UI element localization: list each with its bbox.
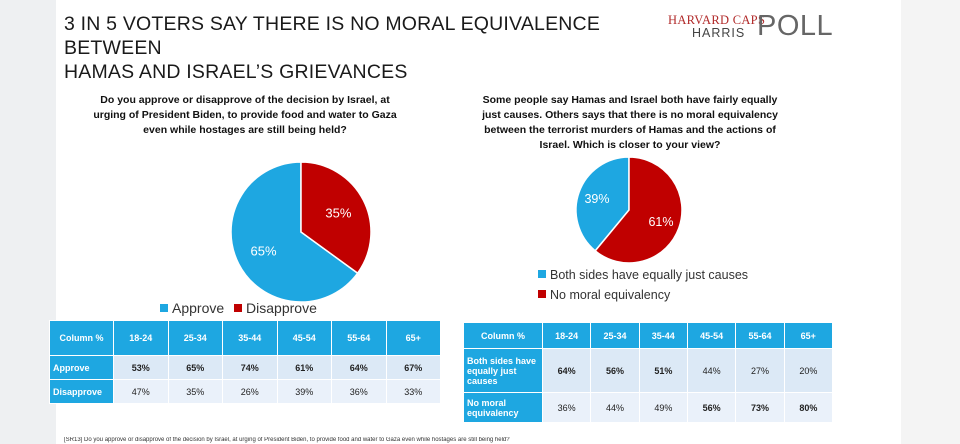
pie-slice-approve [230,161,359,303]
legend-swatch-red [234,304,243,312]
row-label: No moral equivalency [463,392,543,423]
data-label: 61% [648,215,673,229]
legend-item-both-sides: Both sides have equally just causes [538,268,748,282]
pie-slice-no-moral-equivalency [594,156,683,264]
legend-item-disapprove: Disapprove [234,300,317,316]
table-cell: 39% [276,379,332,404]
table-cell: 44% [686,348,737,393]
legend-pie-1: Approve Disapprove [160,300,410,316]
table-cell: 49% [638,392,688,423]
column-header: 18-24 [541,322,592,349]
column-header: Column % [463,322,543,349]
legend-label: No moral equivalency [550,288,671,302]
column-header: 45-54 [686,322,737,349]
table-row: Disapprove 47% 35% 26% 39% 36% 33% [49,379,441,404]
pie-slice-both-sides-have-equally-just-causes [575,156,630,252]
table-cell: 53% [113,355,169,380]
column-header: 35-44 [638,322,688,349]
column-header: 18-24 [113,320,169,356]
table-cell: 56% [590,348,640,393]
legend-item-approve: Approve [160,300,224,316]
table-row: Both sides have equally just causes 64% … [463,348,834,393]
table-cell: 64% [331,355,387,380]
logo-line-1: HARVARD CAPS [668,13,766,27]
table-cell: 44% [590,392,640,423]
logo-line-2: HARRIS [692,26,746,40]
table-row: No moral equivalency 36% 44% 49% 56% 73%… [463,392,834,423]
crosstab-table-moral-equivalence: Column % 18-24 25-34 35-44 45-54 55-64 6… [463,322,834,423]
legend-item-no-moral-equivalency: No moral equivalency [538,288,748,302]
question-1: Do you approve or disapprove of the deci… [93,94,397,136]
legend-pie-2: Both sides have equally just causes No m… [538,268,748,308]
table-cell: 73% [735,392,785,423]
table-cell: 67% [385,355,441,380]
legend-swatch-red [538,290,546,298]
row-label: Approve [49,355,114,380]
column-header: 25-34 [590,322,640,349]
harvard-caps-harris-poll-logo: HARVARD CAPS HARRIS POLL [664,12,834,44]
legend-swatch-blue [160,304,168,312]
title-line-1: 3 IN 5 VOTERS SAY THERE IS NO MORAL EQUI… [64,13,601,59]
table-cell: 26% [222,379,278,404]
logo-line-3: POLL [757,10,834,42]
pie-chart-moral-equivalence: 39% 61% [575,156,683,264]
column-header: 45-54 [276,320,332,356]
title-line-2: HAMAS AND ISRAEL’S GRIEVANCES [64,61,408,83]
data-label: 65% [251,244,277,259]
footnote: [SR13] Do you approve or disapprove of t… [64,437,510,443]
column-header: Column % [49,320,114,356]
row-label: Disapprove [49,379,114,404]
column-header: 55-64 [735,322,785,349]
crosstab-table-approve: Column % 18-24 25-34 35-44 45-54 55-64 6… [49,320,441,404]
column-header: 65+ [385,320,441,356]
table-cell: 36% [541,392,592,423]
legend-label: Both sides have equally just causes [550,268,749,282]
pie-slice-disapprove [300,161,372,275]
pie-chart-approve: 65% 35% [230,161,372,303]
table-cell: 64% [541,348,592,393]
table-cell: 35% [167,379,223,404]
column-header: 65+ [783,322,834,349]
table-cell: 33% [385,379,441,404]
table-cell: 61% [276,355,332,380]
table-header-row: Column % 18-24 25-34 35-44 45-54 55-64 6… [49,320,441,356]
data-label: 35% [325,205,351,220]
table-cell: 47% [113,379,169,404]
table-cell: 20% [783,348,834,393]
legend-label: Approve [172,300,225,316]
table-row: Approve 53% 65% 74% 61% 64% 67% [49,355,441,380]
table-cell: 74% [222,355,278,380]
legend-label: Disapprove [246,300,317,316]
background-strip [901,0,960,444]
table-cell: 56% [686,392,737,423]
column-header: 55-64 [331,320,387,356]
row-label: Both sides have equally just causes [463,348,543,393]
slide-title: 3 IN 5 VOTERS SAY THERE IS NO MORAL EQUI… [64,12,664,84]
table-cell: 65% [167,355,223,380]
table-cell: 51% [638,348,688,393]
legend-swatch-blue [538,270,546,278]
table-cell: 80% [783,392,834,423]
question-2: Some people say Hamas and Israel both ha… [482,94,778,151]
column-header: 35-44 [222,320,278,356]
data-label: 39% [584,192,609,206]
table-header-row: Column % 18-24 25-34 35-44 45-54 55-64 6… [463,322,834,349]
table-cell: 36% [331,379,387,404]
table-cell: 27% [735,348,785,393]
column-header: 25-34 [167,320,223,356]
